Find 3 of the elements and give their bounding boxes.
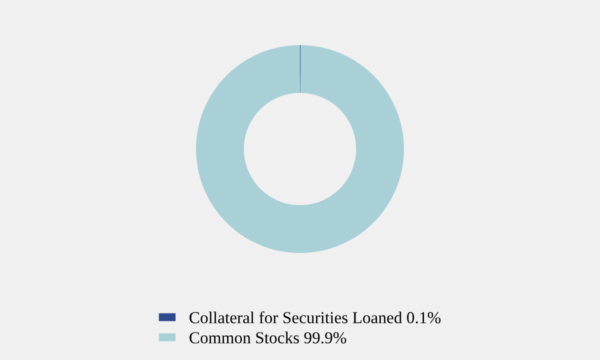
legend-label: Common Stocks 99.9%	[190, 332, 346, 344]
donut-slice	[196, 45, 404, 254]
legend-label: Collateral for Securities Loaned 0.1%	[190, 311, 441, 324]
